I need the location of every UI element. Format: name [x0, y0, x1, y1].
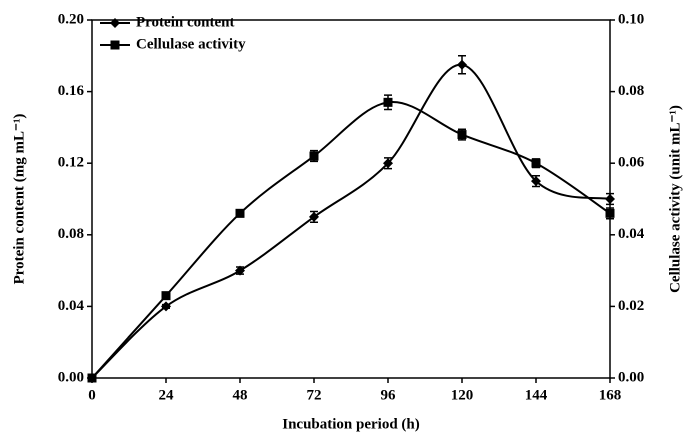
x-tick-label: 48	[233, 387, 248, 403]
y2-tick-label: 0.06	[618, 155, 645, 171]
series-line	[91, 63, 611, 379]
legend-label: Cellulase activity	[136, 36, 246, 52]
marker	[235, 208, 245, 218]
marker	[457, 130, 467, 140]
y-tick-label: 0.12	[58, 155, 84, 171]
x-tick-label: 120	[451, 387, 474, 403]
x-tick-label: 144	[525, 387, 548, 403]
plot-frame	[91, 19, 611, 379]
y-tick-label: 0.00	[58, 369, 84, 385]
y-tick-label: 0.16	[58, 83, 85, 99]
series-line	[91, 101, 611, 379]
marker	[309, 151, 319, 161]
marker	[110, 18, 120, 28]
marker	[161, 301, 171, 312]
y2-tick-label: 0.10	[618, 11, 644, 27]
y-tick-label: 0.08	[58, 226, 84, 242]
x-tick-label: 72	[307, 387, 322, 403]
marker	[531, 176, 541, 187]
marker	[531, 158, 541, 168]
marker	[87, 373, 97, 383]
y2-tick-label: 0.02	[618, 298, 644, 314]
y-axis-label: Protein content (mg mL⁻¹)	[11, 114, 27, 285]
x-tick-label: 168	[599, 387, 622, 403]
x-tick-label: 96	[381, 387, 397, 403]
y-tick-label: 0.20	[58, 11, 84, 27]
x-tick-label: 0	[88, 387, 96, 403]
marker	[235, 265, 245, 276]
x-axis-label: Incubation period (h)	[282, 416, 420, 432]
marker	[110, 40, 120, 50]
legend-label: Protein content	[136, 14, 234, 30]
marker	[605, 194, 615, 204]
y-tick-label: 0.04	[58, 298, 85, 314]
y2-tick-label: 0.04	[618, 226, 645, 242]
x-tick-label: 24	[159, 387, 175, 403]
y2-tick-label: 0.08	[618, 83, 644, 99]
marker	[605, 208, 615, 218]
marker	[383, 158, 393, 169]
y2-axis-label: Cellulase activity (unit mL⁻¹)	[667, 105, 683, 293]
marker	[383, 97, 393, 107]
marker	[457, 59, 467, 70]
y2-tick-label: 0.00	[618, 369, 644, 385]
marker	[161, 291, 171, 301]
marker	[309, 211, 319, 222]
